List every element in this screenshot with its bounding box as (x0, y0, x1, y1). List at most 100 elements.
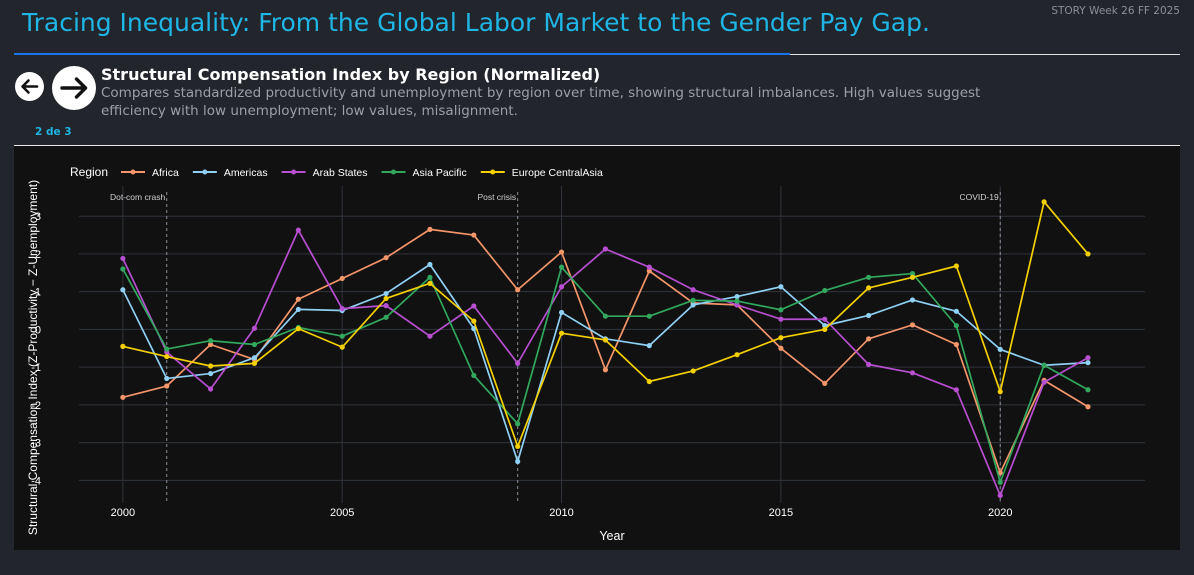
page-indicator: 2 de 3 (35, 126, 72, 138)
legend-label: Arab States (313, 167, 368, 179)
data-point (471, 372, 477, 379)
y-tick-label: 2 (35, 249, 41, 261)
data-point (1085, 251, 1091, 257)
series-group (120, 199, 1091, 449)
data-point (383, 295, 389, 302)
legend-item: Americas (192, 167, 268, 179)
data-point (997, 389, 1003, 395)
data-point (295, 296, 301, 302)
data-point (646, 313, 652, 319)
data-point (866, 274, 872, 280)
line-chart: -4 -3 -2 -1 0 1 2 3 2000 2005 2010 2015 2020 Year Stru… (26, 165, 1145, 543)
data-point (471, 303, 477, 309)
data-point (208, 338, 214, 344)
data-point (778, 345, 784, 351)
legend-title: Region (70, 165, 108, 179)
data-point (515, 360, 521, 366)
data-point (558, 249, 565, 255)
data-point (866, 336, 872, 342)
legend-label: Europe CentralAsia (512, 167, 603, 179)
data-point (383, 290, 389, 297)
data-point (1085, 387, 1091, 393)
data-point (734, 352, 740, 358)
data-point (778, 335, 784, 341)
data-point (690, 297, 696, 303)
data-point (866, 361, 872, 368)
data-point (515, 458, 521, 465)
data-point (164, 383, 170, 389)
legend-item: Arab States (281, 167, 368, 179)
legend-swatch-marker (390, 169, 396, 175)
data-point (515, 287, 521, 293)
x-tick-label: 2020 (988, 507, 1012, 519)
series-group (120, 264, 1091, 485)
data-point (427, 333, 433, 339)
series-group (120, 261, 1091, 465)
data-point (1085, 404, 1091, 410)
x-tick-label: 2015 (769, 507, 793, 519)
data-point (646, 343, 652, 349)
data-point (822, 287, 828, 294)
data-point (120, 266, 126, 272)
data-point (953, 263, 959, 269)
data-point (866, 312, 872, 319)
data-point (208, 341, 214, 348)
data-point (953, 341, 959, 348)
series-line (122, 263, 1089, 463)
y-tick-label: -3 (31, 438, 41, 450)
data-point (295, 227, 301, 233)
data-point (646, 378, 652, 385)
next-button[interactable] (52, 66, 96, 110)
content-divider (14, 145, 1180, 146)
data-point (822, 326, 828, 333)
y-tick-label: 1 (35, 287, 41, 299)
data-point (602, 367, 609, 373)
data-point (251, 355, 258, 361)
data-point (909, 370, 916, 376)
previous-button[interactable] (15, 72, 44, 101)
data-point (1041, 362, 1047, 368)
chart-description: Compares standardized productivity and u… (101, 85, 981, 119)
data-point (251, 341, 258, 348)
data-point (295, 306, 301, 313)
data-point (734, 302, 740, 308)
x-tick-label: 2010 (549, 507, 573, 519)
story-tag: STORY Week 26 FF 2025 (1051, 5, 1180, 17)
data-point (909, 322, 916, 328)
x-tick-label: 2005 (330, 507, 354, 519)
arrow-right-icon (60, 77, 88, 99)
data-point (208, 386, 214, 392)
data-point (471, 232, 477, 238)
data-point (427, 226, 433, 232)
data-point (339, 275, 345, 282)
data-point (208, 370, 214, 377)
data-point (997, 470, 1003, 476)
legend: Region Africa Americas Arab States Asia Paci… (70, 165, 603, 179)
legend-item: Europe CentralAsia (480, 167, 603, 179)
data-point (427, 280, 433, 286)
chart-heading: Structural Compensation Index by Region … (101, 65, 601, 84)
event-marker-label: COVID-19 (960, 192, 999, 202)
data-point (164, 353, 170, 360)
data-point (1085, 360, 1091, 366)
y-tick-label: -4 (31, 475, 41, 487)
data-point (778, 316, 784, 322)
data-point (822, 323, 828, 329)
data-point (997, 492, 1003, 499)
data-point (120, 394, 126, 400)
header-divider (790, 54, 1180, 55)
data-point (734, 293, 740, 300)
data-point (558, 264, 565, 270)
y-tick-label: 3 (35, 211, 41, 223)
legend-swatch-marker (490, 169, 496, 175)
data-point (1041, 379, 1047, 385)
grid-lines (79, 186, 1145, 503)
data-point (690, 287, 696, 293)
data-point (953, 323, 959, 329)
data-point (866, 285, 872, 291)
data-point (427, 261, 433, 268)
data-point (909, 297, 916, 303)
x-axis-label: Year (599, 529, 624, 543)
y-axis-label: Structural Compensation Index (Z-Product… (26, 180, 40, 535)
data-point (383, 303, 389, 309)
